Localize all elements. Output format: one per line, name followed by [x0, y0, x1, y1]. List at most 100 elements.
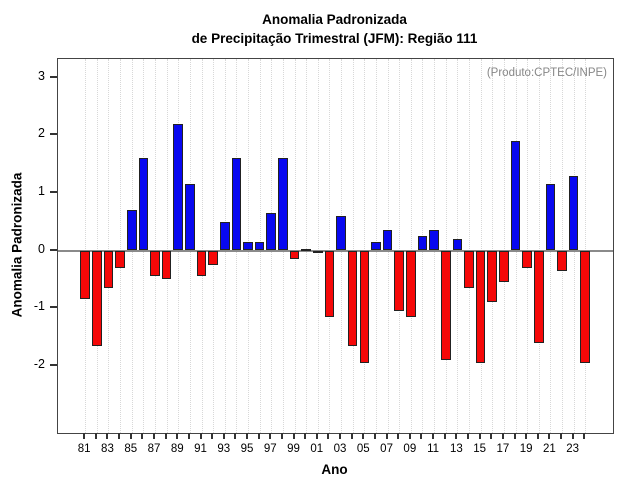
gridline-87	[154, 59, 156, 433]
x-tick-22	[560, 433, 563, 439]
gridline-09	[410, 59, 412, 433]
x-tick-96	[257, 433, 260, 439]
x-tick-label-07: 07	[380, 443, 393, 455]
bar-02	[324, 250, 335, 317]
y-tick--1	[50, 306, 57, 309]
x-tick-01	[315, 433, 318, 439]
x-tick-label-85: 85	[124, 443, 138, 455]
x-tick-label-87: 87	[147, 443, 161, 455]
bar-09	[406, 250, 416, 317]
bar-07	[382, 230, 393, 251]
bar-90	[185, 184, 195, 251]
bar-18	[510, 141, 521, 251]
gridline-08	[399, 59, 401, 433]
gridline-12	[445, 59, 447, 433]
x-tick-label-11: 11	[427, 443, 440, 455]
bar-89	[173, 123, 184, 251]
x-tick-label-09: 09	[403, 443, 417, 455]
gridline-14	[468, 59, 470, 433]
x-tick-08	[397, 433, 400, 439]
gridline-83	[108, 59, 110, 433]
bar-11	[429, 230, 439, 251]
gridline-82	[96, 59, 98, 433]
gridline-99	[294, 59, 296, 433]
y-tick-label-1: 1	[38, 183, 45, 198]
x-tick-17	[501, 433, 504, 439]
bar-13	[452, 238, 463, 251]
bar-82	[92, 250, 102, 346]
y-tick-label--1: -1	[33, 299, 45, 314]
x-tick-19	[525, 433, 528, 439]
gridline-15	[480, 59, 482, 433]
bar-88	[161, 250, 172, 280]
bar-95	[243, 241, 253, 251]
gridline-01	[317, 59, 319, 433]
x-tick-label-01: 01	[310, 443, 324, 455]
y-tick-label--2: -2	[33, 356, 45, 371]
x-tick-95	[246, 433, 249, 439]
x-tick-89	[176, 433, 179, 439]
bar-94	[231, 158, 242, 251]
x-tick-23	[571, 433, 574, 439]
bar-05	[359, 250, 370, 363]
x-tick-00	[304, 433, 307, 439]
gridline-20	[538, 59, 540, 433]
bar-03	[336, 215, 346, 251]
gridline-04	[352, 59, 354, 433]
bar-16	[487, 250, 498, 303]
x-tick-label-97: 97	[263, 443, 277, 455]
x-tick-label-91: 91	[194, 443, 207, 455]
x-tick-14	[466, 433, 469, 439]
x-tick-24	[583, 433, 586, 439]
y-tick--2	[50, 363, 57, 366]
x-tick-86	[141, 433, 144, 439]
gridline-24	[585, 59, 587, 433]
x-tick-12	[443, 433, 446, 439]
bar-01	[313, 250, 323, 253]
bar-17	[499, 250, 509, 283]
bar-06	[371, 241, 381, 251]
bar-92	[208, 250, 218, 265]
x-tick-21	[548, 433, 551, 439]
x-tick-90	[187, 433, 190, 439]
x-tick-16	[490, 433, 493, 439]
zero-line	[58, 249, 613, 252]
x-tick-88	[164, 433, 167, 439]
x-tick-label-19: 19	[519, 443, 533, 455]
x-tick-98	[280, 433, 283, 439]
bar-84	[115, 250, 125, 268]
x-tick-20	[536, 433, 539, 439]
bar-99	[289, 250, 300, 260]
gridline-05	[364, 59, 366, 433]
x-tick-83	[106, 433, 109, 439]
gridline-84	[120, 59, 122, 433]
bar-19	[522, 250, 532, 268]
bar-83	[103, 250, 114, 288]
bar-87	[150, 250, 160, 277]
bar-08	[394, 250, 404, 311]
gridline-17	[503, 59, 505, 433]
gridline-00	[306, 59, 308, 433]
x-tick-18	[513, 433, 516, 439]
x-tick-02	[327, 433, 330, 439]
gridline-16	[492, 59, 494, 433]
x-tick-label-81: 81	[77, 443, 91, 455]
bar-10	[417, 236, 428, 251]
x-tick-label-15: 15	[473, 443, 487, 455]
bar-00	[301, 249, 311, 251]
bar-97	[266, 213, 277, 251]
bar-81	[80, 250, 90, 300]
x-tick-05	[362, 433, 365, 439]
x-tick-label-17: 17	[496, 443, 510, 455]
x-tick-label-05: 05	[356, 443, 370, 455]
x-tick-label-13: 13	[449, 443, 463, 455]
bar-22	[557, 250, 567, 271]
bar-20	[533, 250, 544, 343]
x-tick-04	[350, 433, 353, 439]
y-tick-1	[50, 190, 57, 193]
x-tick-label-93: 93	[217, 443, 231, 455]
x-tick-15	[478, 433, 481, 439]
x-tick-82	[94, 433, 97, 439]
bar-24	[580, 250, 591, 363]
x-tick-label-83: 83	[101, 443, 114, 455]
